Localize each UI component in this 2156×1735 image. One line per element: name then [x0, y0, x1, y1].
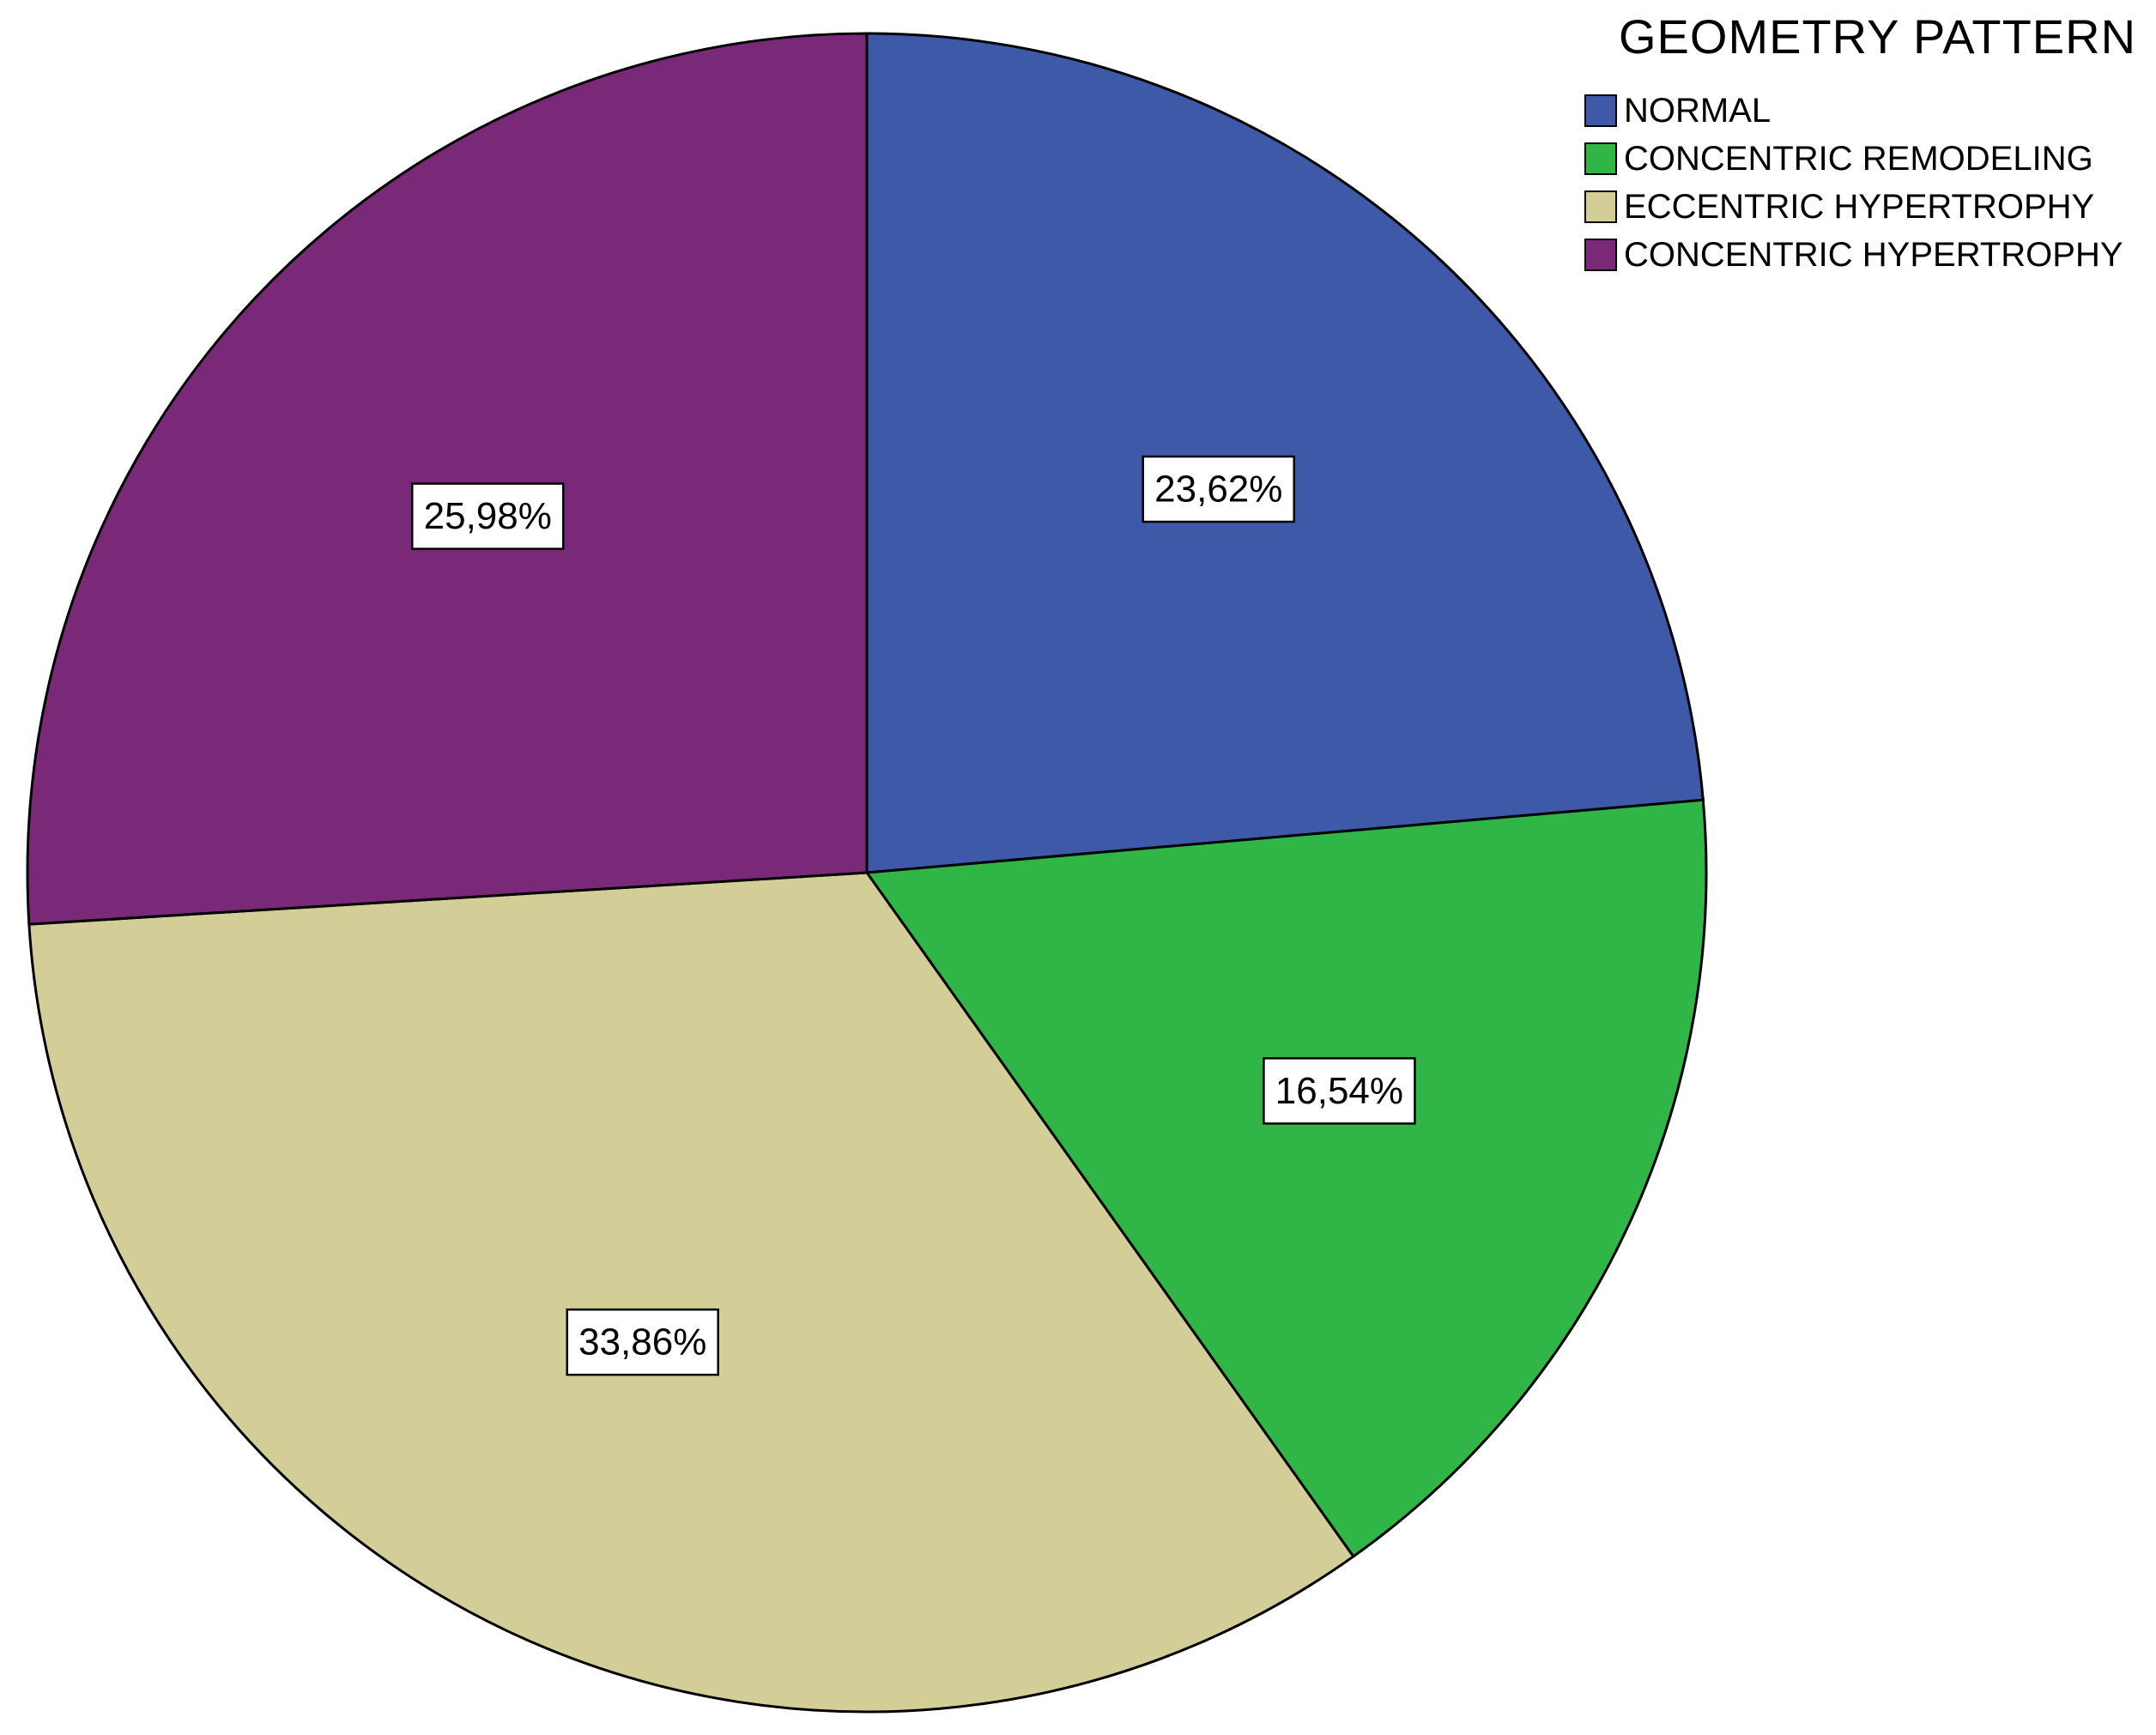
- pie-slice-concentric-remodeling: [864, 798, 1708, 1559]
- data-label-concentric-hypertrophy: 25,98%: [410, 482, 565, 550]
- data-label-eccentric-hypertrophy: 33,86%: [566, 1308, 719, 1376]
- legend-label-eccentric-hypertrophy: ECCENTRIC HYPERTROPHY: [1624, 187, 2095, 226]
- legend-item-concentric-hypertrophy: CONCENTRIC HYPERTROPHY: [1584, 231, 2151, 279]
- legend-swatch-concentric-remodeling: [1584, 142, 1617, 175]
- data-label-box-normal: [1142, 455, 1296, 523]
- legend-swatch-eccentric-hypertrophy: [1584, 190, 1617, 223]
- legend-label-normal: NORMAL: [1624, 91, 1771, 130]
- legend-swatch-normal: [1584, 94, 1617, 127]
- legend-item-concentric-remodeling: CONCENTRIC REMODELING: [1584, 135, 2151, 183]
- data-label-text-concentric-hypertrophy: 25,98%: [424, 495, 552, 537]
- data-label-box-eccentric-hypertrophy: [566, 1308, 719, 1376]
- slices-layer: [26, 32, 1708, 1714]
- legend-item-eccentric-hypertrophy: ECCENTRIC HYPERTROPHY: [1584, 183, 2151, 231]
- data-labels-layer: 23,62% 16,54% 33,86% 25,98%: [410, 455, 1416, 1376]
- data-label-text-concentric-remodeling: 16,54%: [1275, 1070, 1403, 1112]
- legend-item-normal: NORMAL: [1584, 87, 2151, 135]
- pie-slice-normal: [865, 32, 1705, 874]
- data-label-concentric-remodeling: 16,54%: [1263, 1057, 1416, 1125]
- data-label-text-normal: 23,62%: [1154, 469, 1282, 511]
- legend: GEOMETRY PATTERN NORMAL CONCENTRIC REMOD…: [1584, 9, 2151, 279]
- legend-swatch-concentric-hypertrophy: [1584, 239, 1617, 271]
- legend-label-concentric-hypertrophy: CONCENTRIC HYPERTROPHY: [1624, 235, 2123, 274]
- legend-title: GEOMETRY PATTERN: [1619, 9, 2137, 63]
- pie-slice-eccentric-hypertrophy: [27, 871, 1355, 1714]
- data-label-normal: 23,62%: [1142, 455, 1296, 523]
- data-label-box-concentric-remodeling: [1263, 1057, 1416, 1125]
- pie-slice-concentric-hypertrophy: [26, 32, 869, 926]
- data-label-box-concentric-hypertrophy: [410, 482, 565, 550]
- legend-label-concentric-remodeling: CONCENTRIC REMODELING: [1624, 139, 2093, 178]
- data-label-text-eccentric-hypertrophy: 33,86%: [578, 1321, 706, 1363]
